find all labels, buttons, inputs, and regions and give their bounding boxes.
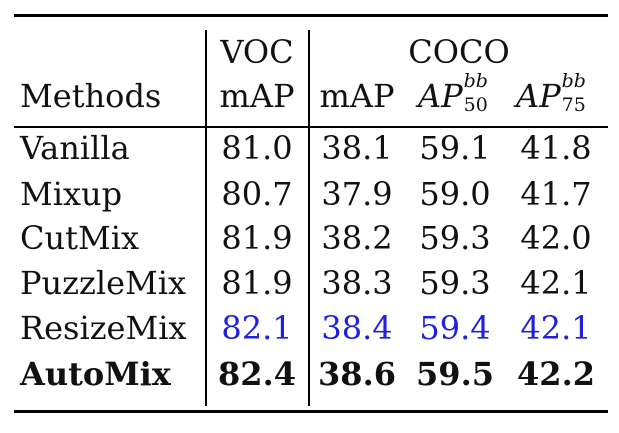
header-group-coco: COCO [408,33,510,71]
cell-voc-map: 81.0 [221,129,293,167]
cell-method: CutMix [20,219,139,257]
cell-ap75: 41.7 [520,175,592,213]
cell-voc-map: 82.4 [218,355,296,393]
cell-coco-map: 38.4 [321,309,393,347]
header-ap50: AP bb 50 [418,72,500,116]
header-ap50-sub: 50 [463,94,488,116]
bottom-rule [14,410,608,413]
cell-method: AutoMix [20,355,171,393]
cell-ap50: 59.3 [419,219,491,257]
cell-coco-map: 38.2 [321,219,393,257]
header-ap75: AP bb 75 [516,72,598,116]
cell-ap75: 42.2 [517,355,595,393]
header-ap75-base: AP [516,77,561,115]
cell-ap50: 59.0 [419,175,491,213]
cell-method: Vanilla [20,129,130,167]
column-divider-methods [205,30,207,406]
header-ap50-sup: bb [463,70,488,92]
cell-ap75: 41.8 [520,129,592,167]
cell-voc-map: 81.9 [221,219,293,257]
header-ap75-sub: 75 [561,94,586,116]
cell-ap50: 59.5 [416,355,494,393]
header-voc-map: mAP [219,77,295,115]
cell-voc-map: 81.9 [221,264,293,302]
top-rule [14,14,608,17]
cell-ap75: 42.0 [520,219,592,257]
cell-method: ResizeMix [20,309,187,347]
header-ap75-sup: bb [561,70,586,92]
cell-method: Mixup [20,175,123,213]
cell-ap75: 42.1 [520,264,592,302]
cell-coco-map: 37.9 [321,175,393,213]
header-ap50-base: AP [418,77,463,115]
header-rule [14,126,608,128]
header-group-voc: VOC [220,33,294,71]
cell-voc-map: 80.7 [221,175,293,213]
cell-coco-map: 38.1 [321,129,393,167]
cell-ap50: 59.1 [419,129,491,167]
cell-coco-map: 38.6 [318,355,396,393]
cell-ap50: 59.4 [419,309,491,347]
results-table: VOC COCO Methods mAP mAP AP bb 50 AP bb 75 V… [14,14,608,414]
cell-voc-map: 82.1 [221,309,293,347]
header-coco-map: mAP [319,77,395,115]
column-divider-voc [308,30,310,406]
cell-ap50: 59.3 [419,264,491,302]
header-methods: Methods [20,77,162,115]
cell-method: PuzzleMix [20,264,187,302]
cell-ap75: 42.1 [520,309,592,347]
cell-coco-map: 38.3 [321,264,393,302]
